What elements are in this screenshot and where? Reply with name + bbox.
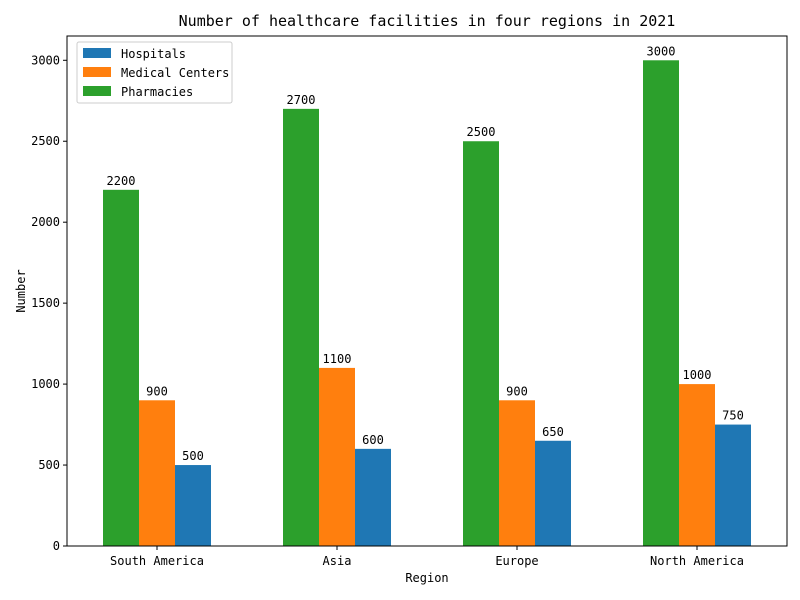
y-tick-label-1500: 1500 (31, 296, 60, 310)
bar-hospitals-europe (535, 440, 571, 546)
value-label-hospitals-asia: 600 (362, 433, 384, 447)
y-tick-label-0: 0 (53, 539, 60, 553)
bar-pharmacies-asia (283, 108, 319, 546)
legend-label-pharmacies: Pharmacies (121, 85, 193, 99)
plot-frame (66, 35, 788, 547)
bar-medical-centers-europe (499, 400, 535, 546)
bar-hospitals-north-america (715, 424, 751, 546)
x-tick-label-south-america: South America (110, 554, 204, 568)
x-tick-label-europe: Europe (495, 554, 538, 568)
chart-title: Number of healthcare facilities in four … (179, 12, 676, 30)
bar-pharmacies-north-america (643, 60, 679, 547)
legend-box (76, 41, 233, 104)
x-tick-label-north-america: North America (650, 554, 744, 568)
y-tick-label-2000: 2000 (31, 215, 60, 229)
bar-medical-centers-south-america (139, 400, 175, 546)
value-label-medical-centers-south-america: 900 (146, 384, 168, 398)
bar-pharmacies-south-america (103, 189, 139, 547)
legend-swatch-medical-centers (83, 67, 111, 77)
bar-medical-centers-asia (319, 367, 355, 546)
value-label-medical-centers-asia: 1100 (323, 352, 352, 366)
value-label-hospitals-south-america: 500 (182, 449, 204, 463)
value-label-medical-centers-europe: 900 (506, 384, 528, 398)
x-tick-label-asia: Asia (323, 554, 352, 568)
value-label-pharmacies-south-america: 2200 (107, 174, 136, 188)
value-label-pharmacies-north-america: 3000 (647, 44, 676, 58)
y-tick-label-2500: 2500 (31, 134, 60, 148)
legend-swatch-pharmacies (83, 86, 111, 96)
y-tick-label-3000: 3000 (31, 53, 60, 67)
value-label-hospitals-north-america: 750 (722, 409, 744, 423)
x-axis: South America Asia Europe North America (110, 546, 744, 568)
value-labels-layer: 2200 900 500 2700 1100 600 2500 900 650 3000 1000 7… (107, 44, 744, 463)
value-label-pharmacies-europe: 2500 (467, 125, 496, 139)
bar-pharmacies-europe (463, 141, 499, 546)
value-label-hospitals-europe: 650 (542, 425, 564, 439)
legend-label-hospitals: Hospitals (121, 47, 186, 61)
value-label-medical-centers-north-america: 1000 (683, 368, 712, 382)
bar-hospitals-asia (355, 448, 391, 546)
bar-hospitals-south-america (175, 465, 211, 546)
y-tick-label-1000: 1000 (31, 377, 60, 391)
y-tick-label-500: 500 (38, 458, 60, 472)
legend: Hospitals Medical Centers Pharmacies (76, 41, 233, 104)
bars-layer (103, 60, 751, 547)
legend-label-medical-centers: Medical Centers (121, 66, 229, 80)
value-label-pharmacies-asia: 2700 (287, 93, 316, 107)
bar-medical-centers-north-america (679, 384, 715, 546)
x-axis-label: Region (405, 571, 448, 585)
y-axis-label: Number (14, 269, 28, 312)
y-axis: 0 500 1000 1500 2000 2500 3000 (31, 53, 67, 553)
legend-swatch-hospitals (83, 48, 111, 58)
